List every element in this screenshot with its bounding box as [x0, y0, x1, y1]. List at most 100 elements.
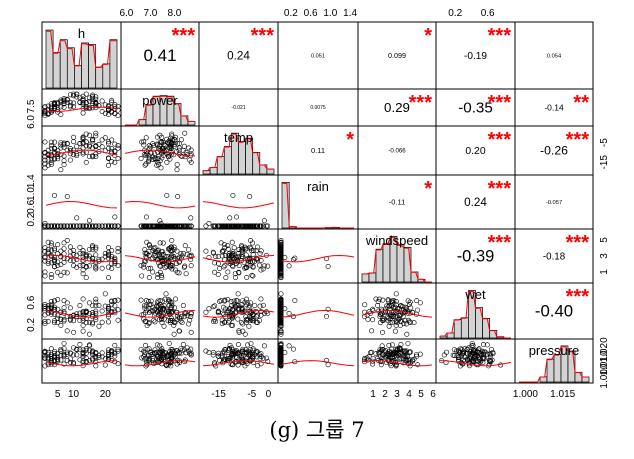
scatter-point: [186, 321, 192, 327]
scatter-point: [474, 353, 480, 359]
histogram-bar: [138, 119, 147, 126]
scatter-point: [90, 319, 96, 325]
significance-stars: ***: [566, 232, 590, 254]
scatter-point: [173, 223, 179, 229]
correlation-value: -0.11: [389, 198, 406, 207]
scatter-point: [141, 223, 147, 229]
scatter-point: [150, 247, 156, 253]
scatter-point: [379, 359, 385, 365]
scatter-point: [150, 141, 156, 147]
scatter-point: [235, 351, 241, 357]
scatter-point: [112, 259, 118, 265]
scatter-point: [456, 355, 462, 361]
scatter-point: [144, 223, 150, 229]
scatter-point: [74, 151, 80, 157]
axis-tick-label: 10: [68, 389, 80, 400]
scatter-point: [474, 348, 480, 354]
axis-tick-label: 4: [406, 389, 412, 400]
scatter-point: [90, 95, 96, 101]
scatter-point: [102, 135, 108, 141]
histogram-bar: [102, 63, 111, 89]
scatter-point: [398, 318, 404, 324]
smooth-line: [124, 149, 196, 157]
scatter-point: [380, 297, 386, 303]
scatter-point: [61, 162, 67, 168]
scatter-point: [146, 266, 152, 272]
scatter-point: [413, 352, 419, 358]
scatter-point: [146, 275, 152, 281]
scatter-point: [242, 265, 248, 271]
correlation-value: -0.066: [388, 148, 406, 155]
scatter-point: [86, 310, 92, 316]
scatter-point: [230, 263, 236, 269]
scatter-point: [240, 328, 246, 334]
scatter-point: [212, 303, 218, 309]
scatter-point: [378, 311, 384, 317]
scatter-point: [109, 302, 115, 308]
axis-tick-label: 1: [599, 269, 610, 275]
scatter-point: [64, 300, 70, 306]
scatter-point: [470, 348, 476, 354]
scatter-point: [171, 246, 177, 252]
scatter-point: [278, 247, 284, 253]
scatter-point: [230, 362, 236, 368]
scatter-point: [61, 153, 67, 159]
scatter-point: [325, 362, 331, 368]
variable-label: power: [142, 93, 178, 108]
scatter-point: [263, 355, 269, 361]
scatter-point: [64, 223, 70, 229]
scatter-point: [168, 299, 174, 305]
scatter-point: [168, 254, 174, 260]
scatter-point: [219, 353, 225, 359]
scatter-point: [278, 291, 284, 297]
scatter-point: [83, 263, 89, 269]
scatter-point: [61, 158, 67, 164]
scatter-point: [389, 342, 395, 348]
scatter-point: [375, 299, 381, 305]
scatter-point: [222, 349, 228, 355]
scatter-point: [255, 223, 261, 229]
scatter-point: [146, 156, 152, 162]
scatter-point: [77, 341, 83, 347]
scatter-point: [456, 356, 462, 362]
scatter-point: [253, 256, 259, 262]
scatter-point: [481, 355, 487, 361]
scatter-point: [48, 139, 54, 145]
scatter-point: [90, 309, 96, 315]
scatter-point: [90, 243, 96, 249]
scatter-point: [146, 299, 152, 305]
scatter-point: [48, 358, 54, 364]
scatter-point: [215, 353, 221, 359]
scatter-point: [143, 135, 149, 141]
histogram-bar: [216, 156, 225, 175]
axis-tick-label: 0.2: [26, 212, 37, 226]
scatter-point: [242, 331, 248, 337]
scatter-point: [52, 355, 58, 361]
axis-tick-label: 6.0: [26, 115, 37, 129]
scatter-point: [164, 136, 170, 142]
scatter-point: [393, 361, 399, 367]
scatter-point: [83, 131, 89, 137]
scatter-point: [83, 346, 89, 352]
scatter-point: [165, 154, 171, 160]
scatter-point: [93, 144, 99, 150]
scatter-point: [139, 273, 145, 279]
scatter-point: [203, 348, 209, 354]
scatter-point: [184, 345, 190, 351]
scatter-point: [225, 355, 231, 361]
significance-stars: ***: [566, 129, 590, 151]
histogram-bar: [382, 243, 391, 283]
significance-stars: ***: [488, 129, 512, 151]
scatter-point: [141, 139, 147, 145]
scatter-point: [138, 346, 144, 352]
scatter-point: [99, 308, 105, 314]
scatter-point: [263, 223, 269, 229]
scatter-point: [138, 156, 144, 162]
scatter-point: [265, 359, 271, 365]
scatter-point: [265, 263, 271, 269]
scatter-point: [58, 254, 64, 260]
correlation-value: 0.41: [143, 46, 176, 65]
scatter-point: [168, 146, 174, 152]
scatter-point: [80, 267, 86, 273]
scatter-point: [90, 154, 96, 160]
